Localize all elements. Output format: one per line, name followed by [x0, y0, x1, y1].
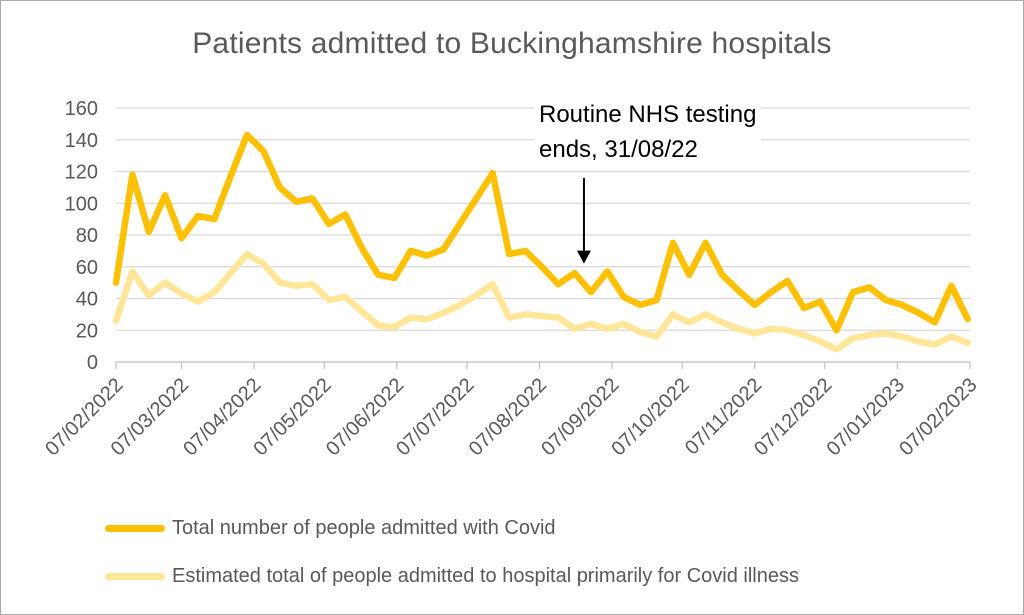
svg-text:100: 100	[65, 193, 98, 215]
legend-swatch-total-admitted-icon	[105, 524, 165, 532]
annotation-line-2: ends, 31/08/22	[539, 136, 698, 163]
svg-text:07/02/2023: 07/02/2023	[895, 374, 981, 460]
annotation-line-1: Routine NHS testing	[539, 101, 757, 128]
svg-text:07/08/2022: 07/08/2022	[465, 374, 551, 460]
legend-label-estimated-primary: Estimated total of people admitted to ho…	[172, 564, 799, 587]
legend-item-estimated-primary: Estimated total of people admitted to ho…	[105, 563, 799, 589]
legend-item-total-admitted: Total number of people admitted with Cov…	[105, 515, 799, 541]
svg-text:160: 160	[65, 98, 98, 120]
svg-text:60: 60	[76, 257, 98, 279]
legend-swatch-estimated-primary-icon	[105, 572, 165, 580]
svg-text:07/01/2023: 07/01/2023	[823, 374, 909, 460]
svg-text:80: 80	[76, 225, 98, 247]
legend-label-total-admitted: Total number of people admitted with Cov…	[172, 516, 556, 539]
legend: Total number of people admitted with Cov…	[105, 515, 799, 611]
svg-text:40: 40	[76, 289, 98, 311]
svg-text:140: 140	[65, 130, 98, 152]
svg-text:20: 20	[76, 320, 98, 342]
chart-title: Patients admitted to Buckinghamshire hos…	[192, 27, 832, 60]
svg-text:120: 120	[65, 162, 98, 184]
svg-text:0: 0	[87, 352, 98, 374]
annotation-callout: Routine NHS testing ends, 31/08/22	[534, 95, 762, 169]
